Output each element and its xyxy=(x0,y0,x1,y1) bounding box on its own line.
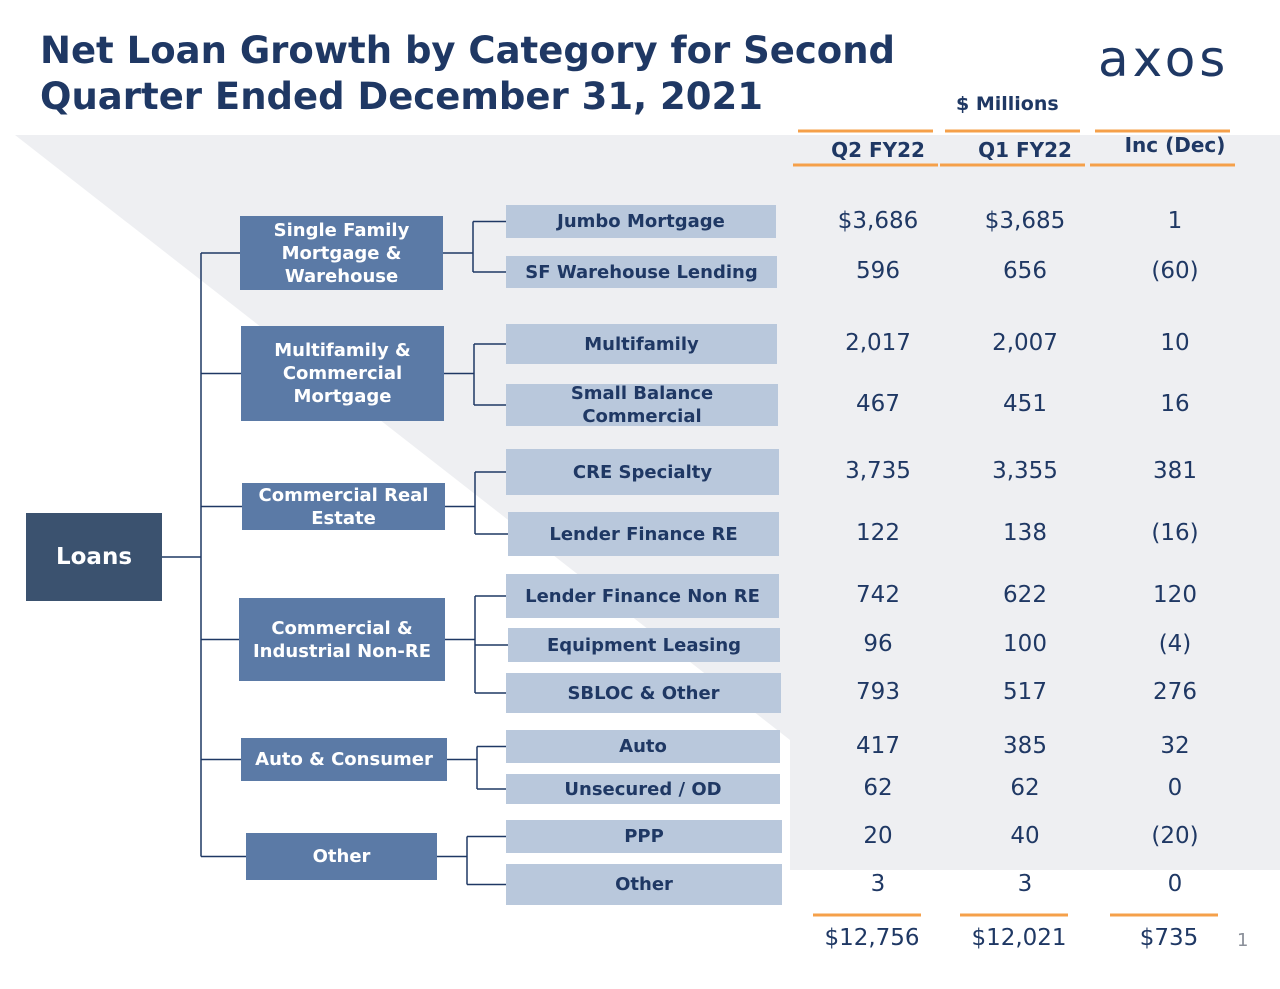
item-box: Lender Finance Non RE xyxy=(506,574,779,618)
value-cell: 122 xyxy=(856,520,900,546)
value-cell: 10 xyxy=(1160,330,1190,356)
item-box: CRE Specialty xyxy=(506,449,779,495)
item-box: Equipment Leasing xyxy=(508,628,780,662)
total-cell: $735 xyxy=(1139,925,1199,951)
value-cell: 138 xyxy=(1003,520,1047,546)
root-box: Loans xyxy=(26,513,162,601)
value-cell: 656 xyxy=(1003,258,1047,284)
value-cell: 1 xyxy=(1167,207,1183,234)
value-cell: 40 xyxy=(1010,822,1040,849)
value-cell: 20 xyxy=(863,822,893,849)
value-cell: 62 xyxy=(1010,775,1040,801)
value-cell: 62 xyxy=(863,775,893,801)
item-box: Unsecured / OD xyxy=(506,774,780,804)
value-cell: 2,017 xyxy=(845,330,911,356)
value-cell: (60) xyxy=(1151,258,1199,284)
logo: axos xyxy=(1098,30,1230,88)
value-cell: (16) xyxy=(1151,520,1199,546)
total-cell: $12,756 xyxy=(824,925,920,951)
value-cell: 385 xyxy=(1003,732,1047,759)
value-cell: 32 xyxy=(1160,732,1190,759)
value-cell: 0 xyxy=(1167,870,1183,897)
value-cell: 417 xyxy=(856,732,900,759)
title-line: Net Loan Growth by Category for Second xyxy=(40,29,896,72)
value-cell: 622 xyxy=(1003,582,1047,608)
item-box: PPP xyxy=(506,820,782,853)
value-cell: 3 xyxy=(870,870,886,897)
column-header: Q1 FY22 xyxy=(978,138,1072,162)
value-cell: 100 xyxy=(1003,631,1047,657)
units: $ Millions xyxy=(956,93,1059,115)
value-cell: $3,685 xyxy=(984,207,1066,234)
column-header: Q2 FY22 xyxy=(831,138,925,162)
value-cell: 96 xyxy=(863,631,893,657)
column-header: Inc (Dec) xyxy=(1124,133,1226,157)
group-box: Single Family Mortgage & Warehouse xyxy=(240,216,443,290)
value-cell: 3,355 xyxy=(992,458,1058,484)
value-cell: 120 xyxy=(1153,582,1197,608)
value-cell: $3,686 xyxy=(837,207,919,234)
item-box: SBLOC & Other xyxy=(506,673,781,713)
value-cell: 596 xyxy=(856,258,900,284)
value-cell: 381 xyxy=(1153,458,1197,484)
value-cell: 16 xyxy=(1160,391,1190,417)
value-cell: 517 xyxy=(1003,679,1047,705)
value-cell: 793 xyxy=(856,679,900,705)
group-box: Other xyxy=(246,833,437,880)
value-cell: 2,007 xyxy=(992,330,1058,356)
value-cell: 467 xyxy=(856,391,900,417)
item-box: SF Warehouse Lending xyxy=(506,256,777,288)
item-box: Other xyxy=(506,864,782,905)
background-shape xyxy=(15,135,1280,870)
total-cell: $12,021 xyxy=(971,925,1067,951)
value-cell: (4) xyxy=(1158,631,1192,657)
value-cell: 3 xyxy=(1017,870,1033,897)
group-box: Auto & Consumer xyxy=(241,738,447,781)
value-cell: 0 xyxy=(1167,775,1183,801)
item-box: Jumbo Mortgage xyxy=(506,205,776,238)
group-box: Commercial & Industrial Non-RE xyxy=(239,598,445,681)
item-box: Auto xyxy=(506,730,780,763)
value-cell: 276 xyxy=(1153,679,1197,705)
group-box: Multifamily & Commercial Mortgage xyxy=(241,326,444,421)
title-line: Quarter Ended December 31, 2021 xyxy=(40,75,763,118)
value-cell: (20) xyxy=(1151,822,1199,849)
item-box: Small Balance Commercial xyxy=(506,383,778,427)
item-box: Lender Finance RE xyxy=(508,512,779,556)
page-number: 1 xyxy=(1237,930,1249,951)
item-box: Multifamily xyxy=(506,324,777,364)
title: Net Loan Growth by Category for Second Q… xyxy=(40,28,895,120)
value-cell: 3,735 xyxy=(845,458,911,484)
value-cell: 451 xyxy=(1003,391,1047,417)
value-cell: 742 xyxy=(856,582,900,608)
group-box: Commercial Real Estate xyxy=(242,483,445,530)
